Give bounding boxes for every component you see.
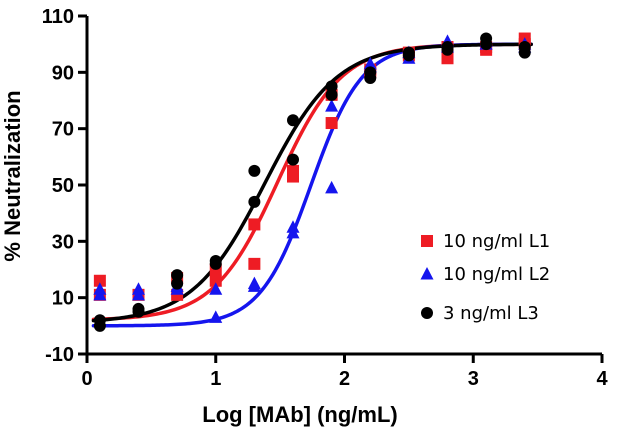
- data-point: [93, 274, 106, 287]
- data-point: [171, 269, 184, 282]
- y-tick-label: -10: [45, 344, 74, 366]
- data-point: [325, 88, 338, 101]
- data-point: [480, 32, 493, 45]
- data-point: [209, 274, 222, 287]
- data-point: [325, 80, 338, 93]
- data-point: [441, 52, 454, 65]
- y-tick-label: 10: [52, 288, 74, 310]
- y-tick-label: 90: [52, 62, 74, 84]
- y-tick-label: 30: [52, 231, 74, 253]
- x-tick-label: 4: [596, 368, 608, 390]
- data-point: [286, 220, 300, 233]
- data-point: [363, 56, 377, 70]
- y-tick-label: 50: [52, 175, 74, 197]
- y-tick-label: 110: [42, 6, 74, 28]
- x-tick-label: 2: [339, 368, 350, 390]
- fit-curve: [91, 42, 533, 323]
- legend-marker: [420, 267, 434, 280]
- data-point: [325, 117, 338, 130]
- data-point: [325, 180, 339, 194]
- data-point: [402, 46, 415, 59]
- data-point: [248, 257, 261, 270]
- x-tick-label: 3: [468, 368, 479, 390]
- data-point: [248, 164, 261, 177]
- data-point: [441, 40, 454, 53]
- data-point: [248, 195, 261, 208]
- axes: 0 1 2 3 4 -10 10 30 50 70 90 110: [42, 6, 609, 390]
- data-point: [209, 282, 223, 295]
- x-tick-label: 1: [210, 368, 221, 390]
- data-point: [171, 277, 184, 290]
- data-point: [209, 310, 223, 323]
- data-point: [287, 153, 299, 166]
- x-axis-title: Log [MAb] (ng/mL): [202, 402, 398, 427]
- data-point: [287, 114, 299, 127]
- fit-curves: [91, 42, 533, 328]
- legend-entry: 3 ng/ml L3: [421, 303, 539, 324]
- y-tick-label: 70: [52, 119, 74, 141]
- data-point: [93, 314, 106, 327]
- legend-marker: [421, 235, 433, 247]
- data-point: [247, 276, 261, 290]
- x-tick-label: 0: [81, 368, 92, 390]
- data-point: [209, 255, 222, 268]
- y-axis-title: % Neutralization: [0, 90, 25, 261]
- data-point: [325, 99, 339, 112]
- data-point: [518, 40, 531, 53]
- legend-entry: 10 ng/ml L1: [421, 231, 550, 252]
- data-point: [248, 218, 261, 231]
- legend-label: 3 ng/ml L3: [443, 303, 539, 324]
- legend-marker: [421, 307, 433, 319]
- data-point: [132, 302, 145, 315]
- legend-label: 10 ng/ml L1: [443, 231, 550, 252]
- legend-entry: 10 ng/ml L2: [420, 264, 550, 285]
- data-point: [287, 164, 299, 177]
- data-markers: [93, 32, 532, 332]
- legend: 10 ng/ml L1 10 ng/ml L2 3 ng/ml L3: [420, 231, 550, 324]
- data-point: [132, 282, 145, 295]
- data-point: [93, 282, 107, 295]
- data-point: [364, 66, 377, 79]
- legend-label: 10 ng/ml L2: [443, 264, 550, 285]
